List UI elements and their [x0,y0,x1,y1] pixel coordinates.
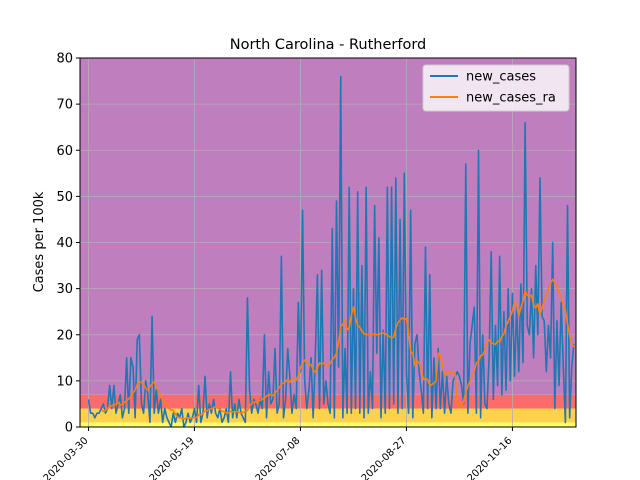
y-tick-label: 40 [56,236,73,251]
y-tick-label: 0 [65,421,73,436]
series-layer [87,75,576,427]
y-tick-label: 70 [56,98,73,113]
series-line-new-cases-ra [100,278,576,420]
series-line-new-cases [87,75,575,427]
x-axis: 2020-03-30 2020-05-19 2020-07-08 2020-08-27… [42,427,515,480]
band-0 [80,422,576,427]
x-tick-label: 2020-08-27 [360,435,409,480]
legend-box [422,64,570,112]
y-tick-label: 50 [56,190,73,205]
y-tick-label: 20 [56,328,73,343]
y-tick-label: 10 [56,374,73,389]
chart-title: North Carolina - Rutherford [230,37,427,53]
y-tick-label: 60 [56,144,73,159]
x-tick-label: 2020-03-30 [42,435,91,480]
legend-label: new_cases_ra [466,91,556,106]
band-3 [80,58,576,395]
y-axis: 0 10 20 30 40 50 60 70 80 [56,52,80,436]
x-tick-label: 2020-07-08 [254,435,303,480]
y-tick-label: 80 [56,52,73,67]
legend-label: new_cases [466,70,536,85]
y-axis-label: Cases per 100k [32,191,47,292]
legend: new_cases new_cases_ra [422,64,570,112]
x-tick-label: 2020-05-19 [148,435,197,480]
risk-bands [80,58,576,427]
y-tick-label: 30 [56,282,73,297]
x-tick-label: 2020-10-16 [466,435,515,480]
grid-lines [80,57,576,428]
